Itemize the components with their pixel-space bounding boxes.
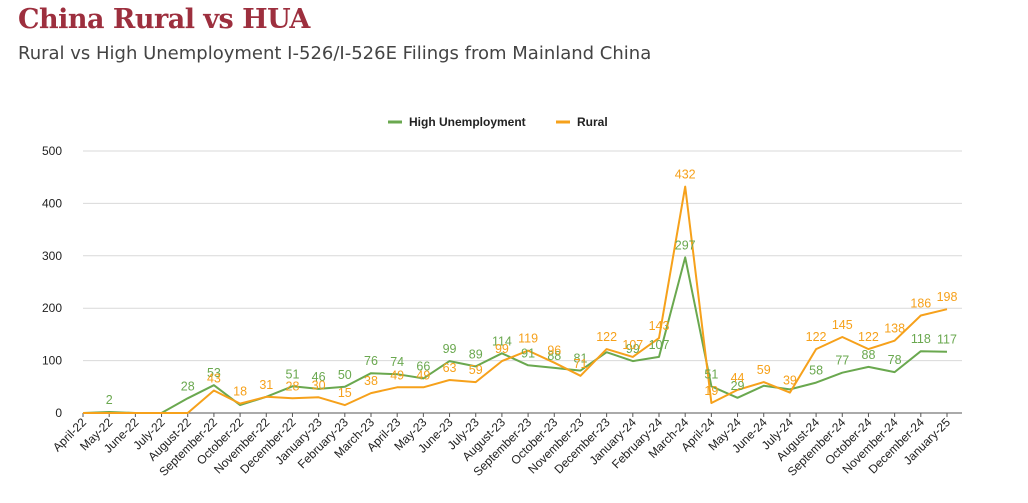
data-label: 51 [704,367,718,381]
data-label: 88 [547,349,561,363]
data-label: 43 [207,371,221,385]
data-label: 99 [626,342,640,356]
data-label: 31 [259,378,273,392]
y-tick-label: 400 [42,196,62,210]
data-label: 76 [364,354,378,368]
series-lines [82,185,948,414]
y-tick-label: 100 [42,354,62,368]
data-label: 78 [888,353,902,367]
y-tick-label: 200 [42,301,62,315]
data-label: 30 [312,378,326,392]
data-label: 89 [469,347,483,361]
chart-title: China Rural vs HUA [18,4,310,35]
data-label: 28 [181,379,195,393]
data-label: 59 [757,363,771,377]
data-label: 66 [416,359,430,373]
legend: High Unemployment Rural [388,115,608,129]
legend-label: High Unemployment [409,115,526,129]
data-label: 122 [806,330,827,344]
data-label: 122 [858,330,879,344]
data-label: 117 [937,333,957,347]
data-label: 2 [106,393,113,407]
data-label: 143 [649,319,670,333]
series-line-rural [83,185,948,414]
data-label: 91 [521,346,535,360]
y-tick-label: 300 [42,249,62,263]
data-label: 53 [207,366,221,380]
data-label: 38 [364,374,378,388]
data-label: 44 [731,371,745,385]
data-label: 107 [622,338,643,352]
data-label: 119 [518,332,538,346]
data-label: 145 [832,318,853,332]
gridlines [83,150,962,414]
data-label: 19 [704,384,718,398]
data-label: 114 [492,334,512,348]
data-label: 49 [416,368,430,382]
chart-subtitle: Rural vs High Unemployment I-526/I-526E … [18,43,652,64]
data-label: 432 [675,168,696,182]
legend-label: Rural [577,115,608,129]
data-label: 88 [862,348,876,362]
data-label: 51 [286,367,300,381]
data-label: 198 [937,290,958,304]
data-label: 59 [469,363,483,377]
data-label: 74 [390,355,404,369]
data-label: 29 [731,379,745,393]
data-label: 118 [911,332,931,346]
data-label: 50 [338,368,352,382]
data-label: 122 [596,330,617,344]
data-label: 138 [884,322,905,336]
data-label: 186 [910,297,931,311]
data-label: 71 [574,357,588,371]
data-label: 58 [809,364,823,378]
data-label: 77 [835,354,849,368]
y-tick-label: 500 [42,144,62,158]
data-label: 99 [443,342,457,356]
data-label: 49 [390,368,404,382]
series-line-high-unemployment [82,256,948,414]
data-label: 96 [547,344,561,358]
y-axis-ticks: 0 100 200 300 400 500 [42,144,62,420]
data-label: 63 [443,361,457,375]
data-label: 81 [574,352,588,366]
data-label: 28 [286,379,300,393]
data-label: 107 [649,338,670,352]
data-label: 18 [233,385,247,399]
y-tick-label: 0 [55,406,62,420]
data-label: 46 [312,370,326,384]
x-axis-ticks: April-22May-22June-22July-22August-22Sep… [50,413,953,479]
data-label: 15 [338,386,352,400]
data-label: 39 [783,374,797,388]
data-label: 297 [675,238,696,252]
data-label: 99 [495,342,509,356]
